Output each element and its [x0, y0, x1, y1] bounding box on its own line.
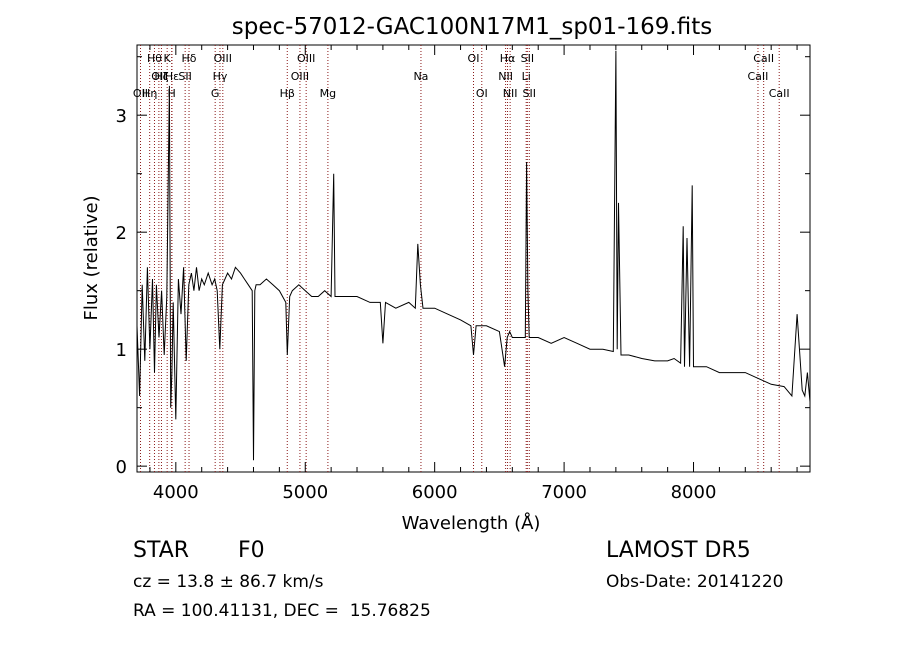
- observation-date: Obs-Date: 20141220: [606, 572, 784, 592]
- line-label-17: Na: [413, 70, 428, 83]
- line-label-20: NII: [498, 70, 513, 83]
- line-label-6: H: [168, 87, 176, 100]
- line-label-0: OII: [133, 87, 148, 100]
- line-label-1: Hη: [142, 87, 157, 100]
- line-label-2: Hθ: [147, 52, 162, 65]
- x-tick-label-2: 6000: [412, 482, 458, 503]
- line-label-26: CaII: [748, 70, 769, 83]
- line-label-7: Hε: [165, 70, 179, 83]
- survey-name: LAMOST DR5: [606, 538, 751, 563]
- line-label-14: OIII: [291, 70, 309, 83]
- y-tick-label-0: 0: [116, 457, 127, 478]
- x-tick-label-1: 5000: [282, 482, 328, 503]
- y-axis-label: Flux (relative): [81, 195, 102, 320]
- line-label-22: NII: [503, 87, 518, 100]
- x-tick-label-4: 8000: [671, 482, 717, 503]
- line-label-12: OIII: [214, 52, 232, 65]
- line-label-8: SII: [178, 70, 191, 83]
- chart-title: spec-57012-GAC100N17M1_sp01-169.fits: [232, 14, 712, 40]
- line-label-13: Hβ: [280, 87, 295, 100]
- y-tick-label-1: 1: [116, 340, 127, 361]
- line-label-3: OII: [151, 70, 166, 83]
- line-label-23: Li: [522, 70, 531, 83]
- redshift-cz: cz = 13.8 ± 86.7 km/s: [133, 572, 324, 592]
- line-label-19: OI: [476, 87, 488, 100]
- coordinates: RA = 100.41131, DEC = 15.76825: [133, 601, 431, 621]
- line-label-18: OI: [468, 52, 480, 65]
- line-label-28: CaII: [769, 87, 790, 100]
- line-label-21: Hα: [500, 52, 516, 65]
- line-label-10: G: [211, 87, 220, 100]
- line-label-11: Hγ: [213, 70, 228, 83]
- x-tick-label-3: 7000: [541, 482, 587, 503]
- line-label-9: Hδ: [182, 52, 197, 65]
- line-label-15: OIII: [297, 52, 315, 65]
- line-label-5: K: [164, 52, 172, 65]
- spectrum-line: [136, 50, 811, 461]
- x-tick-label-0: 4000: [153, 482, 199, 503]
- line-label-25: SII: [523, 87, 536, 100]
- y-tick-label-2: 2: [116, 223, 127, 244]
- line-label-4: Hζ: [154, 70, 168, 83]
- axis-ticks: 4000 5000 6000 7000 8000 0 1 2 3: [116, 45, 810, 503]
- line-label-27: CaII: [753, 52, 774, 65]
- line-label-16: Mg: [320, 87, 336, 100]
- line-label-24: SII: [521, 52, 534, 65]
- y-tick-label-3: 3: [116, 106, 127, 127]
- x-axis-label: Wavelength (Å): [402, 512, 541, 534]
- object-class: STAR: [133, 538, 190, 563]
- object-subclass: F0: [238, 538, 265, 563]
